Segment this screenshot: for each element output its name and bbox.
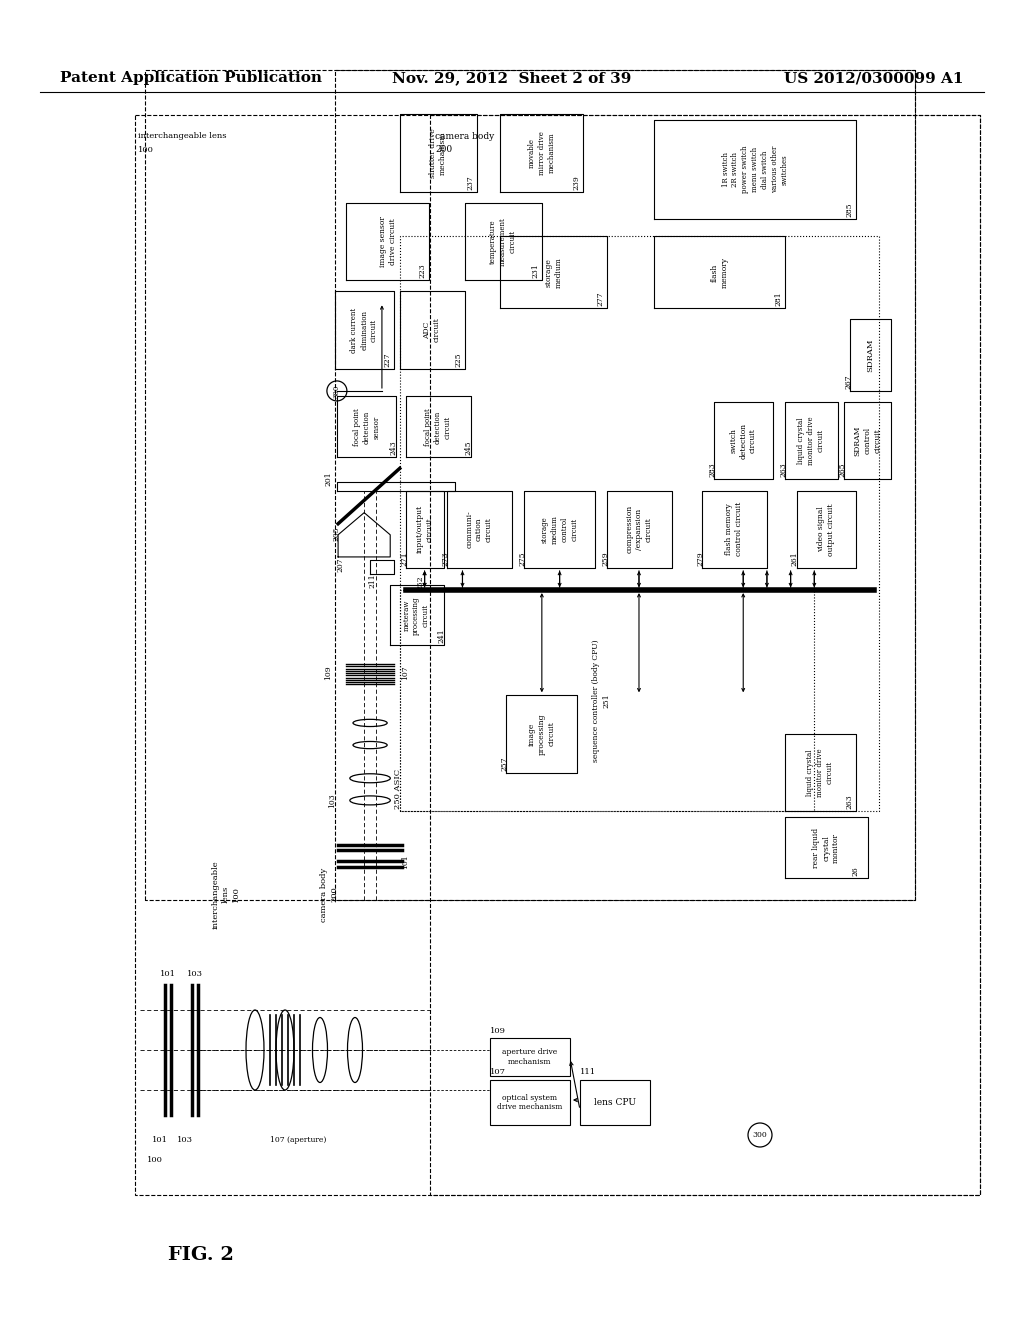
Text: 26: 26 <box>852 866 860 875</box>
Text: communi-
cation
circuit: communi- cation circuit <box>465 511 493 548</box>
Text: image sensor
drive circuit: image sensor drive circuit <box>379 216 396 267</box>
Text: 101: 101 <box>401 854 410 869</box>
Text: dark current
elimination
circuit: dark current elimination circuit <box>350 308 378 352</box>
Text: 241: 241 <box>437 628 445 643</box>
Text: 107: 107 <box>401 665 410 680</box>
Text: video signal
output circuit: video signal output circuit <box>817 503 835 556</box>
Text: 103: 103 <box>328 793 336 808</box>
Text: 223: 223 <box>419 263 427 279</box>
Text: interchangeable
lens
100: interchangeable lens 100 <box>212 861 240 929</box>
Text: movable
mirror drive
mechanism: movable mirror drive mechanism <box>528 131 556 176</box>
Text: 239: 239 <box>573 174 581 190</box>
Text: 275: 275 <box>518 552 526 566</box>
Text: liquid crystal
monitor drive
circuit: liquid crystal monitor drive circuit <box>807 748 834 797</box>
Text: 205: 205 <box>333 525 341 541</box>
Text: compression
/expansion
circuit: compression /expansion circuit <box>626 506 652 553</box>
Text: lens CPU: lens CPU <box>594 1098 636 1107</box>
Text: image
processing
circuit: image processing circuit <box>528 713 556 755</box>
Text: 100: 100 <box>138 147 154 154</box>
Text: 245: 245 <box>465 441 472 455</box>
Text: interchangeable lens: interchangeable lens <box>138 132 226 140</box>
Bar <box>490 1038 570 1076</box>
Text: 300: 300 <box>333 384 341 397</box>
Text: temperature
measurement
circuit: temperature measurement circuit <box>488 218 516 265</box>
Bar <box>430 115 980 1195</box>
Text: SDRAM: SDRAM <box>866 339 874 372</box>
Text: 257: 257 <box>501 756 509 771</box>
Text: 103: 103 <box>177 1137 193 1144</box>
Bar <box>490 1080 570 1125</box>
Text: 211: 211 <box>369 573 377 589</box>
Text: camera body: camera body <box>435 132 495 141</box>
Text: 111: 111 <box>580 1068 596 1076</box>
Text: SDRAM
control
circuit: SDRAM control circuit <box>854 425 882 455</box>
Text: 109: 109 <box>325 665 333 680</box>
Text: 100: 100 <box>147 1156 163 1164</box>
Text: 259: 259 <box>601 552 609 566</box>
Text: focal point
detection
sensor: focal point detection sensor <box>352 409 380 446</box>
Text: FIG. 2: FIG. 2 <box>168 1246 233 1265</box>
Text: aperture drive
mechanism: aperture drive mechanism <box>503 1048 558 1067</box>
Text: input/output
circuit: input/output circuit <box>416 506 433 553</box>
Text: 285: 285 <box>846 202 853 218</box>
Text: 207: 207 <box>337 557 344 572</box>
Text: flash memory
control circuit: flash memory control circuit <box>725 502 742 557</box>
Text: 300: 300 <box>753 1131 767 1139</box>
Text: 200: 200 <box>435 145 453 154</box>
Text: 101: 101 <box>160 970 176 978</box>
Text: camera body
200: camera body 200 <box>321 867 338 921</box>
Text: 263: 263 <box>846 795 853 809</box>
Text: shutter drive
mechanism: shutter drive mechanism <box>429 128 446 178</box>
Text: 261: 261 <box>791 552 799 566</box>
Text: 277: 277 <box>597 292 604 306</box>
Text: ADC
circuit: ADC circuit <box>423 318 440 342</box>
Text: 225: 225 <box>455 352 463 367</box>
Text: optical system
drive mechanism: optical system drive mechanism <box>498 1093 562 1111</box>
Text: storage
medium
control
circuit: storage medium control circuit <box>541 515 579 544</box>
Text: 109: 109 <box>490 1027 506 1035</box>
Text: Patent Application Publication: Patent Application Publication <box>60 71 322 84</box>
Text: 283: 283 <box>708 462 716 478</box>
Text: 107: 107 <box>490 1068 506 1076</box>
Text: 281: 281 <box>774 292 782 306</box>
Text: liquid crystal
monitor drive
circuit: liquid crystal monitor drive circuit <box>797 416 824 465</box>
Text: 107 (aperture): 107 (aperture) <box>270 1137 327 1144</box>
Text: 265: 265 <box>839 462 846 478</box>
Text: 271: 271 <box>400 552 408 566</box>
Text: sequence controller (body CPU)
251: sequence controller (body CPU) 251 <box>592 639 610 762</box>
Text: 252: 252 <box>417 576 425 590</box>
Text: 103: 103 <box>187 970 203 978</box>
Bar <box>580 1080 650 1125</box>
Text: Nov. 29, 2012  Sheet 2 of 39: Nov. 29, 2012 Sheet 2 of 39 <box>392 71 632 84</box>
Text: rear liquid
crystal
monitor: rear liquid crystal monitor <box>812 828 840 869</box>
Text: focal point
detection
circuit: focal point detection circuit <box>424 409 452 446</box>
Text: 231: 231 <box>531 263 540 279</box>
Text: 101: 101 <box>152 1137 168 1144</box>
Text: US 2012/0300099 A1: US 2012/0300099 A1 <box>784 71 964 84</box>
Text: 267: 267 <box>844 374 852 388</box>
Text: storage
medium: storage medium <box>545 257 562 288</box>
Text: flash
memory: flash memory <box>711 257 728 288</box>
Text: 201: 201 <box>325 471 333 486</box>
Text: switch
detection
circuit: switch detection circuit <box>729 422 757 459</box>
Text: 1R switch
2R switch
power switch
menu switch
dial switch
various other
switches: 1R switch 2R switch power switch menu sw… <box>722 145 788 193</box>
Text: 279: 279 <box>696 552 705 566</box>
Text: 243: 243 <box>390 441 397 455</box>
Text: 273: 273 <box>441 550 450 566</box>
Text: 263: 263 <box>779 462 787 478</box>
Bar <box>135 115 980 1195</box>
Text: meteraw
processing
circuit: meteraw processing circuit <box>402 597 430 635</box>
Text: 227: 227 <box>383 352 391 367</box>
Text: 237: 237 <box>466 174 474 190</box>
Text: 250 ASIC: 250 ASIC <box>394 770 402 809</box>
